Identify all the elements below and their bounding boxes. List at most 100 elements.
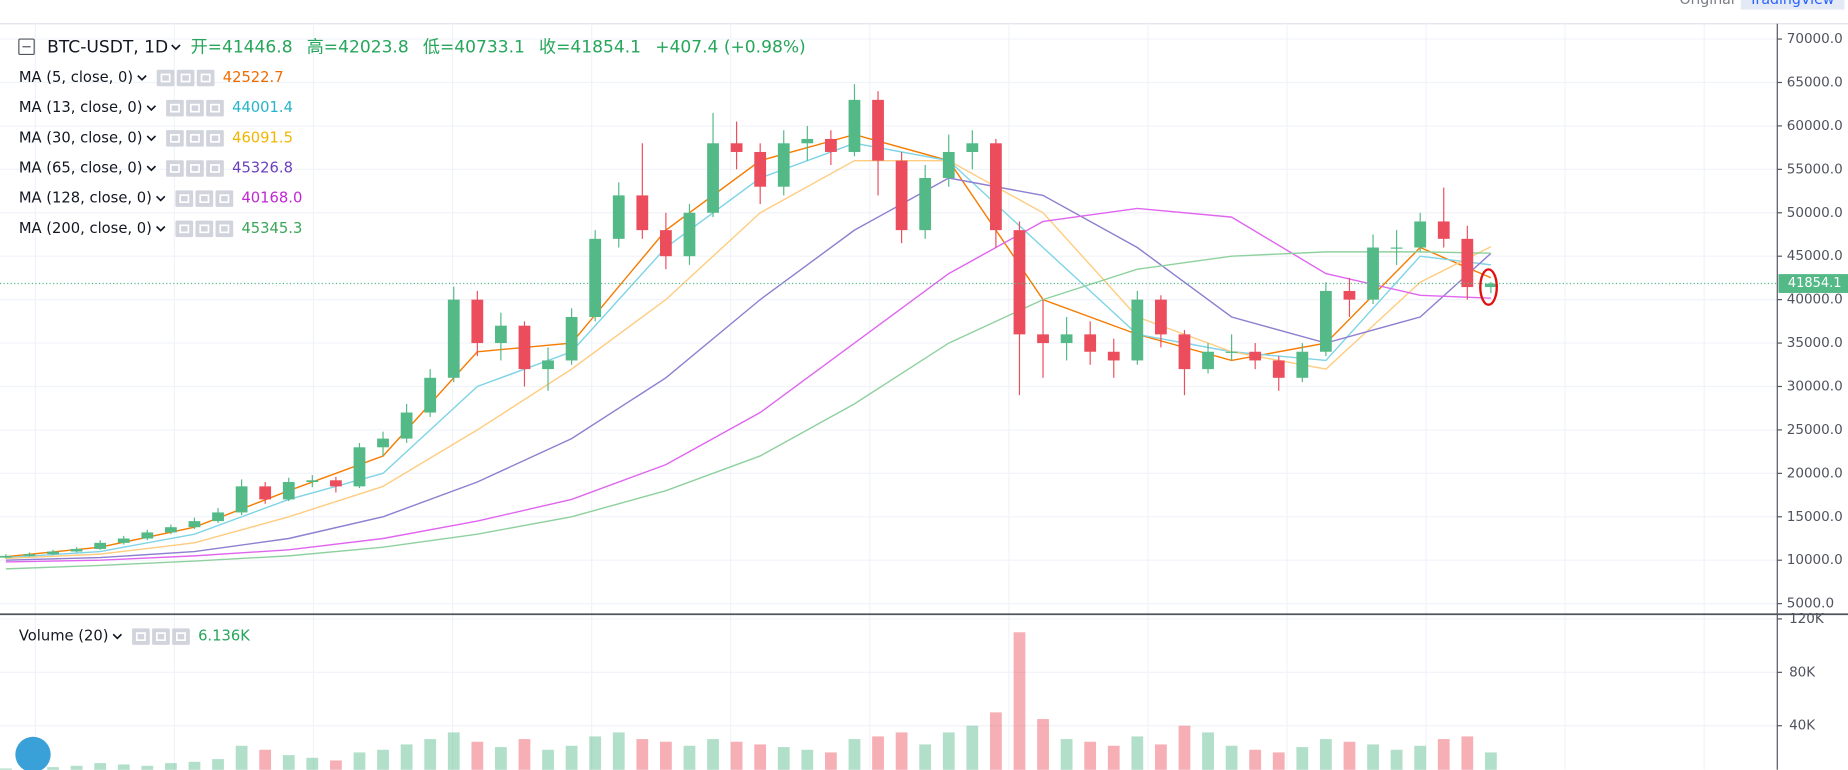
volume-bar	[1272, 752, 1285, 770]
legend-button[interactable]	[132, 628, 150, 645]
legend-button[interactable]	[175, 190, 194, 207]
candle-body	[730, 143, 743, 152]
ma-legend-value: 42522.7	[223, 69, 284, 86]
collapse-button[interactable]	[18, 38, 35, 56]
toolbar-button[interactable]: Original	[1679, 0, 1734, 8]
ma-line	[5, 251, 1491, 570]
legend-button-glyph	[210, 133, 220, 143]
candle-body	[707, 143, 719, 213]
candle-body	[47, 551, 59, 555]
legend-button[interactable]	[206, 99, 224, 117]
candle-body	[94, 542, 107, 549]
volume-bar	[447, 732, 460, 770]
volume-bar	[471, 741, 484, 770]
ohlc-value: 低=40733.1	[423, 37, 525, 57]
legend-button-glyph	[180, 73, 191, 83]
candle-body	[565, 317, 578, 361]
legend-button[interactable]	[206, 160, 224, 177]
volume-bar	[330, 760, 342, 770]
dropdown-chevron[interactable]	[137, 75, 147, 81]
candle-body	[966, 143, 979, 152]
legend-button-glyph	[176, 632, 186, 641]
legend-button-glyph	[210, 164, 220, 173]
volume-bar	[1320, 739, 1332, 770]
dropdown-chevron[interactable]	[112, 633, 123, 640]
legend-button[interactable]	[196, 69, 215, 87]
volume-bar	[1037, 719, 1049, 770]
y-tick-label: 10000.0	[1787, 552, 1843, 568]
dropdown-chevron[interactable]	[146, 105, 157, 112]
legend-button-glyph	[200, 73, 211, 83]
legend-button[interactable]	[195, 190, 214, 207]
volume-bar	[1461, 736, 1474, 770]
candle-body	[117, 538, 130, 543]
volume-bar	[306, 757, 319, 770]
legend-button[interactable]	[195, 220, 214, 238]
legend-button-glyph	[199, 194, 210, 204]
y-tick-label: 35000.0	[1787, 335, 1843, 351]
toolbar-button[interactable]: TradingView	[1748, 0, 1834, 8]
legend-button-glyph	[179, 224, 190, 234]
candle-body	[1249, 351, 1262, 361]
volume-bar	[1107, 745, 1120, 770]
legend-button[interactable]	[186, 160, 204, 177]
candle-body	[1485, 283, 1497, 288]
toolbar-button-bg[interactable]	[1740, 0, 1845, 10]
candle-body	[895, 160, 908, 231]
legend-button[interactable]	[166, 130, 184, 147]
ma-legend-value: 45326.8	[232, 159, 293, 176]
legend-button[interactable]	[206, 130, 224, 147]
volume-bar	[1084, 741, 1097, 770]
legend-button[interactable]	[166, 160, 184, 177]
dropdown-chevron[interactable]	[146, 135, 157, 142]
volume-bar	[966, 725, 979, 770]
legend-button[interactable]	[186, 130, 204, 147]
volume-bar	[165, 763, 177, 770]
legend-button[interactable]	[215, 220, 234, 238]
dropdown-chevron[interactable]	[156, 225, 166, 232]
volume-bar	[990, 712, 1002, 770]
legend-button[interactable]	[166, 99, 184, 117]
volume-bar	[188, 761, 201, 770]
dropdown-chevron[interactable]	[171, 44, 181, 51]
candle-body	[942, 151, 955, 179]
legend-button-glyph	[190, 103, 200, 113]
legend-button[interactable]	[175, 220, 194, 238]
logo[interactable]	[15, 736, 51, 770]
candle-body	[235, 486, 248, 513]
legend-button[interactable]	[176, 69, 195, 87]
candle-body	[188, 521, 201, 528]
candle-body	[330, 480, 342, 487]
ma-line	[5, 177, 1492, 561]
candle-body	[1155, 299, 1167, 335]
volume-bar	[683, 745, 696, 770]
legend-button[interactable]	[156, 69, 175, 87]
ma-legend-value: 46091.5	[232, 129, 293, 146]
candles	[0, 84, 1778, 559]
ma-line	[5, 207, 1491, 563]
ma-legend-value: 44001.4	[232, 99, 293, 116]
volume-bar	[400, 744, 413, 770]
legend-button[interactable]	[172, 628, 190, 645]
ma-line	[5, 159, 1492, 560]
legend-button-glyph	[179, 194, 190, 204]
chart-title: BTC-USDT, 1D	[47, 37, 168, 57]
legend-button[interactable]	[152, 628, 170, 645]
candle-body	[919, 178, 932, 231]
dropdown-chevron[interactable]	[146, 165, 157, 172]
legend-button[interactable]	[215, 190, 234, 207]
highlight-circle	[1479, 268, 1498, 306]
grid	[0, 23, 1778, 770]
candle-body	[495, 325, 507, 344]
ma-legend-name: MA (128, close, 0)	[19, 190, 152, 207]
volume-bar	[141, 765, 154, 770]
volume-bar	[612, 732, 625, 770]
legend-button-glyph	[219, 194, 230, 204]
dropdown-chevron[interactable]	[156, 195, 166, 202]
legend-button[interactable]	[186, 99, 204, 117]
volume-bar	[1343, 741, 1356, 770]
volume-bar	[730, 741, 743, 770]
volume-bar	[1414, 745, 1427, 770]
volume-bar	[895, 732, 908, 770]
